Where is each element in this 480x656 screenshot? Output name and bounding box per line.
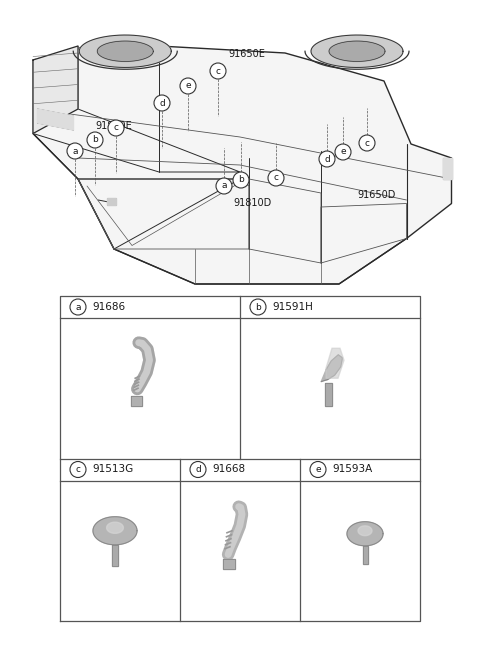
Polygon shape	[33, 46, 452, 284]
Polygon shape	[107, 522, 123, 533]
Polygon shape	[321, 355, 342, 382]
Polygon shape	[326, 348, 344, 379]
Text: 91650D: 91650D	[357, 190, 396, 200]
Circle shape	[154, 95, 170, 111]
Circle shape	[87, 132, 103, 148]
Text: a: a	[72, 146, 78, 155]
Polygon shape	[329, 41, 385, 62]
Circle shape	[310, 462, 326, 478]
Circle shape	[268, 170, 284, 186]
Text: e: e	[340, 148, 346, 157]
Polygon shape	[79, 35, 171, 68]
Circle shape	[319, 151, 335, 167]
Text: c: c	[364, 138, 370, 148]
Text: b: b	[92, 136, 98, 144]
Text: b: b	[238, 176, 244, 184]
Text: d: d	[324, 155, 330, 163]
Polygon shape	[131, 396, 142, 406]
Text: 91686: 91686	[92, 302, 125, 312]
Polygon shape	[97, 41, 153, 62]
Text: e: e	[315, 465, 321, 474]
Polygon shape	[33, 46, 78, 134]
Polygon shape	[358, 526, 372, 536]
Text: 91810E: 91810E	[95, 121, 132, 131]
Circle shape	[67, 143, 83, 159]
Circle shape	[190, 462, 206, 478]
Text: c: c	[216, 66, 220, 75]
Polygon shape	[325, 383, 332, 406]
Text: 91668: 91668	[212, 464, 245, 474]
Text: 91650E: 91650E	[228, 49, 265, 59]
Circle shape	[70, 299, 86, 315]
Polygon shape	[112, 544, 118, 565]
Text: b: b	[255, 302, 261, 312]
Text: e: e	[185, 81, 191, 91]
Text: 91810D: 91810D	[233, 198, 271, 208]
Polygon shape	[37, 109, 73, 130]
Polygon shape	[93, 517, 137, 544]
Polygon shape	[347, 522, 383, 546]
Polygon shape	[362, 546, 368, 564]
Text: d: d	[159, 98, 165, 108]
Circle shape	[70, 462, 86, 478]
Circle shape	[216, 178, 232, 194]
Polygon shape	[443, 158, 452, 179]
Circle shape	[108, 120, 124, 136]
Polygon shape	[107, 198, 116, 205]
Circle shape	[250, 299, 266, 315]
Circle shape	[233, 172, 249, 188]
Text: 91591H: 91591H	[272, 302, 313, 312]
Circle shape	[359, 135, 375, 151]
Text: c: c	[274, 173, 278, 182]
Text: a: a	[75, 302, 81, 312]
Circle shape	[180, 78, 196, 94]
Polygon shape	[311, 35, 403, 68]
Polygon shape	[223, 559, 235, 569]
Text: c: c	[113, 123, 119, 133]
Text: d: d	[195, 465, 201, 474]
Text: c: c	[75, 465, 81, 474]
Text: 91513G: 91513G	[92, 464, 133, 474]
Text: 91593A: 91593A	[332, 464, 372, 474]
Circle shape	[335, 144, 351, 160]
Circle shape	[210, 63, 226, 79]
Text: a: a	[221, 182, 227, 190]
